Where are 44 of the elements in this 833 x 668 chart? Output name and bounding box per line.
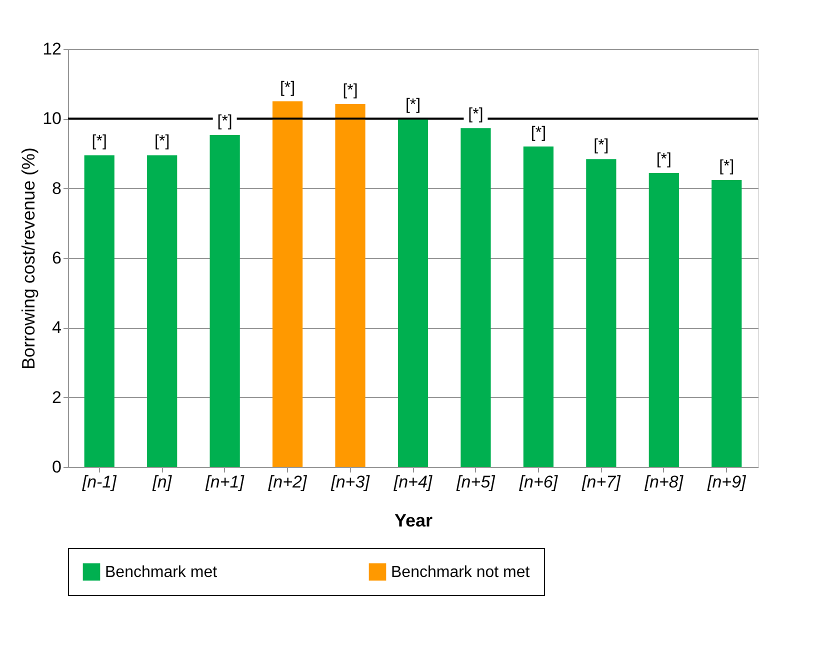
y-tick-label: 2 bbox=[52, 388, 62, 407]
x-axis-title: Year bbox=[394, 510, 433, 530]
bar bbox=[712, 180, 742, 467]
x-tick-label: [n+5] bbox=[456, 472, 496, 492]
data-label: [*] bbox=[468, 106, 484, 124]
data-label: [*] bbox=[92, 133, 107, 150]
x-tick-label: [n+2] bbox=[267, 472, 308, 492]
data-label: [*] bbox=[154, 133, 170, 150]
bar bbox=[210, 135, 240, 467]
legend-label: Benchmark met bbox=[105, 564, 218, 581]
data-label: [*] bbox=[217, 113, 232, 130]
bar bbox=[523, 146, 554, 467]
y-tick-label: 6 bbox=[52, 248, 62, 268]
x-tick-label: [n+1] bbox=[204, 472, 246, 492]
x-tick-label: [n+7] bbox=[581, 472, 622, 492]
bar bbox=[335, 104, 366, 467]
data-label: [*] bbox=[530, 124, 546, 142]
x-tick-label: [n+6] bbox=[518, 472, 559, 492]
data-label: [*] bbox=[656, 151, 672, 168]
x-tick-label: [n+3] bbox=[330, 472, 371, 492]
y-tick-label: 4 bbox=[52, 318, 62, 338]
y-axis-title: Borrowing cost/revenue (%) bbox=[18, 147, 39, 370]
data-label: [*] bbox=[405, 96, 421, 114]
bar bbox=[84, 155, 114, 467]
x-tick-label: [n+4] bbox=[392, 472, 434, 492]
data-label: [*] bbox=[719, 158, 734, 175]
data-label: [*] bbox=[594, 137, 609, 154]
data-label: [*] bbox=[342, 82, 358, 100]
x-tick-label: [n+9] bbox=[706, 472, 748, 492]
y-tick-label: 12 bbox=[42, 40, 62, 58]
bar bbox=[586, 159, 616, 467]
bar bbox=[648, 173, 679, 467]
legend-label: Benchmark not met bbox=[391, 564, 530, 581]
bar bbox=[147, 155, 178, 467]
x-tick-label: [n+8] bbox=[644, 472, 684, 492]
x-tick-label: [n-1] bbox=[81, 472, 118, 492]
bar bbox=[398, 118, 428, 467]
y-tick-label: 10 bbox=[42, 109, 62, 128]
data-label: [*] bbox=[280, 79, 296, 96]
y-tick-label: 8 bbox=[52, 178, 62, 198]
bar bbox=[272, 101, 303, 467]
y-tick-label: 0 bbox=[52, 458, 62, 476]
x-tick-label: [n] bbox=[152, 472, 173, 492]
bar bbox=[460, 128, 491, 467]
